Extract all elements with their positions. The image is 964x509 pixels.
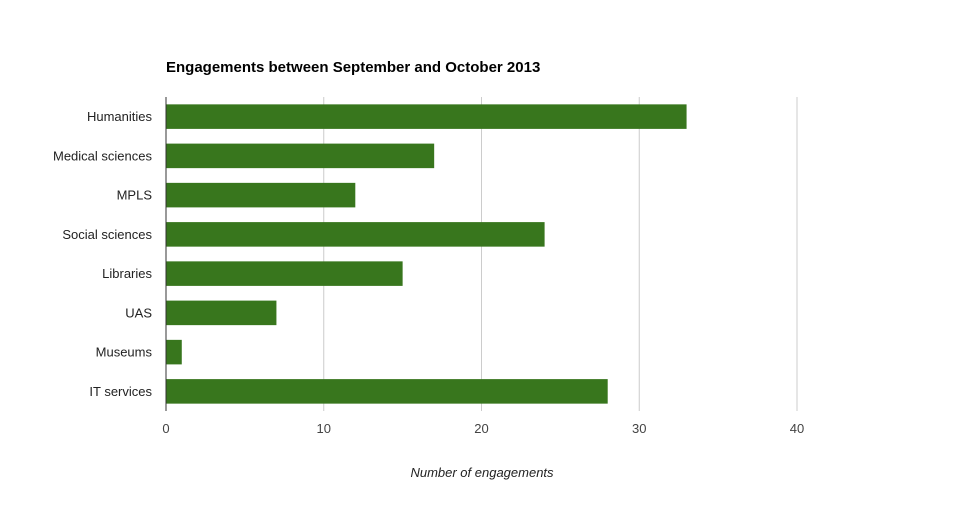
x-tick-label: 40 bbox=[790, 421, 804, 436]
x-tick-label: 30 bbox=[632, 421, 646, 436]
category-label: Medical sciences bbox=[53, 148, 152, 163]
category-label: IT services bbox=[89, 384, 152, 399]
category-label: Museums bbox=[96, 345, 153, 360]
bar-museums bbox=[166, 339, 182, 365]
x-tick-label: 10 bbox=[317, 421, 331, 436]
bar-social-sciences bbox=[166, 222, 545, 247]
bar-humanities bbox=[166, 104, 687, 129]
bar-it-services bbox=[166, 379, 608, 404]
category-label: MPLS bbox=[117, 188, 153, 203]
x-tick-label: 20 bbox=[474, 421, 488, 436]
bar-medical-sciences bbox=[166, 143, 435, 169]
category-labels: Humanities Medical sciences MPLS Social sci… bbox=[53, 109, 152, 399]
x-axis-title: Number of engagements bbox=[410, 465, 554, 480]
bar-libraries bbox=[166, 261, 403, 286]
chart-title: Engagements between September and Octobe… bbox=[166, 59, 540, 76]
category-label: Social sciences bbox=[62, 227, 152, 242]
grid-lines bbox=[323, 97, 798, 411]
category-label: Humanities bbox=[87, 109, 153, 124]
x-tick-label: 0 bbox=[162, 421, 169, 436]
bars bbox=[166, 104, 687, 404]
category-label: Libraries bbox=[102, 266, 152, 281]
category-label: UAS bbox=[125, 305, 152, 320]
x-tick-labels: 0 10 20 30 40 bbox=[162, 421, 804, 436]
bar-mpls bbox=[166, 182, 356, 208]
bar-uas bbox=[166, 300, 277, 326]
